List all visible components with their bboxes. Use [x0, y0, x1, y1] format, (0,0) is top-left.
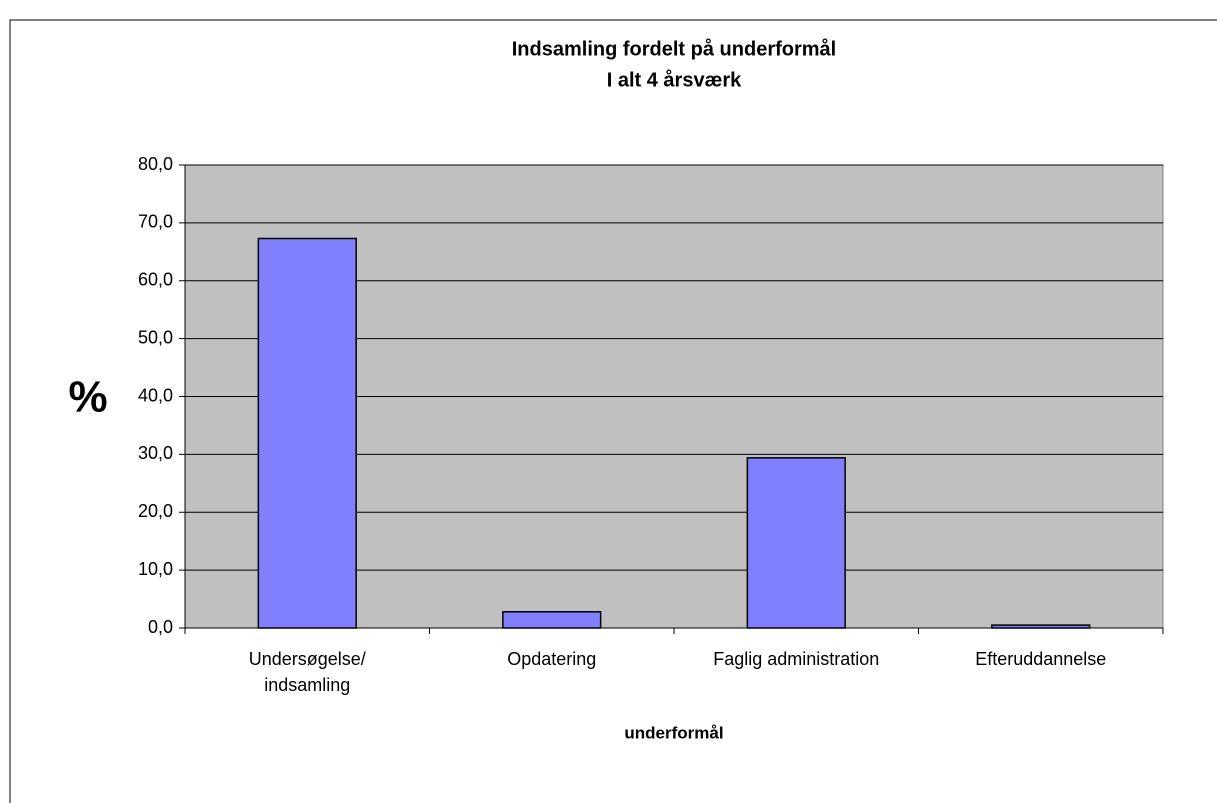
chart-title: Indsamling fordelt på underformål	[512, 37, 836, 60]
bar	[746, 457, 846, 629]
bar	[257, 237, 357, 629]
chart-subtitle: I alt 4 årsværk	[607, 68, 742, 91]
bar	[502, 611, 602, 629]
x-tick-label: Efteruddannelse	[975, 649, 1107, 669]
x-tick-label: Opdatering	[507, 649, 597, 669]
y-tick-label: 40,0	[138, 385, 173, 405]
y-tick-label: 10,0	[138, 559, 173, 579]
y-axis-label: %	[68, 373, 107, 422]
y-tick-label: 60,0	[138, 270, 173, 290]
y-tick-label: 30,0	[138, 443, 173, 463]
y-tick-label: 20,0	[138, 501, 173, 521]
y-tick-label: 70,0	[138, 212, 173, 232]
x-tick-label: Faglig administration	[713, 649, 880, 669]
y-tick-label: 0,0	[148, 617, 173, 637]
x-axis-label: underformål	[624, 723, 723, 742]
y-tick-label: 80,0	[138, 154, 173, 174]
x-tick-label: Undersøgelse/ indsamling	[248, 649, 366, 695]
y-tick-label: 50,0	[138, 327, 173, 347]
